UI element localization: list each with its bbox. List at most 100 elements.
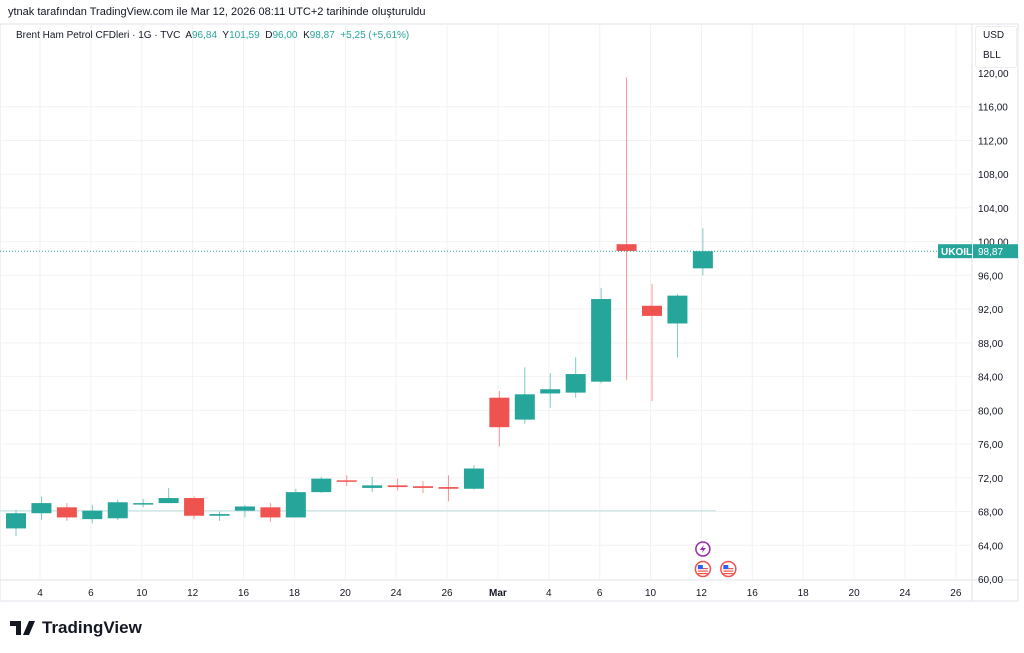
high-value: 101,59 bbox=[229, 30, 260, 41]
candle bbox=[107, 499, 128, 520]
candle-body bbox=[336, 480, 357, 482]
candle bbox=[56, 503, 77, 521]
candle-body bbox=[362, 485, 383, 488]
candle-body bbox=[463, 468, 484, 489]
low-value: 96,00 bbox=[272, 30, 298, 41]
time-tick-label: 24 bbox=[391, 588, 403, 599]
price-tick-label: 112,00 bbox=[978, 136, 1008, 147]
price-tick-label: 60,00 bbox=[978, 575, 1003, 586]
time-tick-label: 16 bbox=[747, 588, 759, 599]
candle-body bbox=[642, 305, 662, 316]
time-tick-label: 10 bbox=[136, 588, 148, 599]
time-tick-label: 16 bbox=[238, 588, 250, 599]
candle bbox=[489, 390, 510, 447]
flag-canton bbox=[697, 565, 703, 569]
chart-credit: ytnak tarafından TradingView.com ile Mar… bbox=[8, 6, 426, 18]
candle-body bbox=[565, 374, 586, 393]
time-tick-label: Mar bbox=[489, 588, 507, 599]
candle bbox=[667, 293, 688, 358]
change-value: +5,25 (+5,61%) bbox=[340, 30, 410, 41]
candle-body bbox=[133, 503, 154, 505]
last-price-badge bbox=[973, 244, 1018, 259]
us-flag-icon[interactable] bbox=[694, 560, 712, 578]
candle bbox=[616, 77, 637, 380]
candle bbox=[31, 496, 52, 520]
flag-canton bbox=[723, 565, 729, 569]
candle-body bbox=[667, 295, 688, 324]
candle bbox=[260, 503, 281, 522]
symbol-badge bbox=[938, 244, 972, 259]
candle bbox=[413, 481, 434, 493]
candle-body bbox=[616, 244, 637, 251]
candle-body bbox=[311, 478, 332, 493]
candle bbox=[692, 228, 713, 276]
unit-selector[interactable]: USD BLL bbox=[975, 26, 1017, 68]
price-tick-label: 72,00 bbox=[978, 474, 1003, 485]
tradingview-logo-icon bbox=[10, 621, 35, 635]
time-tick-label: 26 bbox=[441, 588, 453, 599]
candle bbox=[285, 488, 306, 518]
time-tick-label: 4 bbox=[37, 588, 43, 599]
candle-body bbox=[591, 299, 612, 382]
candle bbox=[565, 357, 586, 398]
lightning-icon[interactable] bbox=[695, 541, 711, 557]
open-label: A bbox=[185, 30, 192, 41]
time-tick-label: 18 bbox=[798, 588, 810, 599]
price-tick-label: 88,00 bbox=[978, 339, 1003, 350]
flag-stripe bbox=[723, 570, 734, 572]
low-label: D bbox=[265, 30, 273, 41]
last-price-label: 98,87 bbox=[978, 247, 1003, 258]
time-tick-label: 12 bbox=[696, 588, 708, 599]
candle-body bbox=[234, 506, 255, 511]
unit-label[interactable]: BLL bbox=[983, 50, 1001, 61]
candle-body bbox=[489, 397, 510, 428]
price-tick-label: 64,00 bbox=[978, 541, 1003, 552]
candle-body bbox=[6, 513, 26, 529]
candle-body bbox=[285, 492, 306, 518]
time-tick-label: 6 bbox=[597, 588, 603, 599]
time-tick-label: 4 bbox=[546, 588, 552, 599]
time-tick-label: 12 bbox=[187, 588, 199, 599]
candle-body bbox=[56, 507, 77, 518]
close-label: K bbox=[303, 30, 310, 41]
time-tick-label: 20 bbox=[849, 588, 861, 599]
us-flag-icon[interactable] bbox=[720, 560, 737, 578]
candle-body bbox=[413, 486, 434, 488]
chart-frame bbox=[0, 23, 1019, 602]
price-tick-label: 116,00 bbox=[978, 103, 1008, 114]
candle-body bbox=[158, 498, 179, 504]
price-tick-label: 76,00 bbox=[978, 440, 1003, 451]
flag-stripe bbox=[697, 573, 708, 575]
symbol-badge-label: UKOIL bbox=[941, 247, 972, 258]
price-tick-label: 104,00 bbox=[978, 204, 1009, 215]
time-tick-label: 6 bbox=[88, 588, 94, 599]
candle-body bbox=[387, 485, 408, 488]
lightning-glyph bbox=[699, 545, 706, 553]
candle bbox=[82, 504, 103, 524]
candle bbox=[463, 465, 484, 490]
candle bbox=[158, 487, 179, 504]
candle-body bbox=[514, 394, 535, 420]
time-tick-label: 10 bbox=[645, 588, 657, 599]
candle-body bbox=[438, 487, 459, 489]
price-tick-label: 96,00 bbox=[978, 271, 1003, 282]
price-tick-label: 68,00 bbox=[978, 508, 1003, 519]
candle bbox=[133, 498, 154, 508]
candle bbox=[6, 509, 26, 536]
candle bbox=[540, 373, 561, 408]
candle bbox=[514, 367, 535, 424]
candle bbox=[591, 288, 612, 384]
candle bbox=[209, 511, 230, 521]
price-tick-label: 84,00 bbox=[978, 373, 1003, 384]
close-value: 98,87 bbox=[309, 30, 335, 41]
price-tick-label: 100,00 bbox=[978, 238, 1009, 249]
candle bbox=[387, 478, 408, 491]
currency-label[interactable]: USD bbox=[983, 30, 1005, 41]
candle bbox=[184, 496, 205, 520]
candle-body bbox=[540, 389, 561, 394]
candle-body bbox=[184, 498, 205, 516]
candle-body bbox=[82, 510, 103, 520]
symbol-legend: Brent Ham Petrol CFDleri · 1G · TVC A96,… bbox=[16, 30, 409, 41]
flag-stripe bbox=[697, 570, 708, 572]
